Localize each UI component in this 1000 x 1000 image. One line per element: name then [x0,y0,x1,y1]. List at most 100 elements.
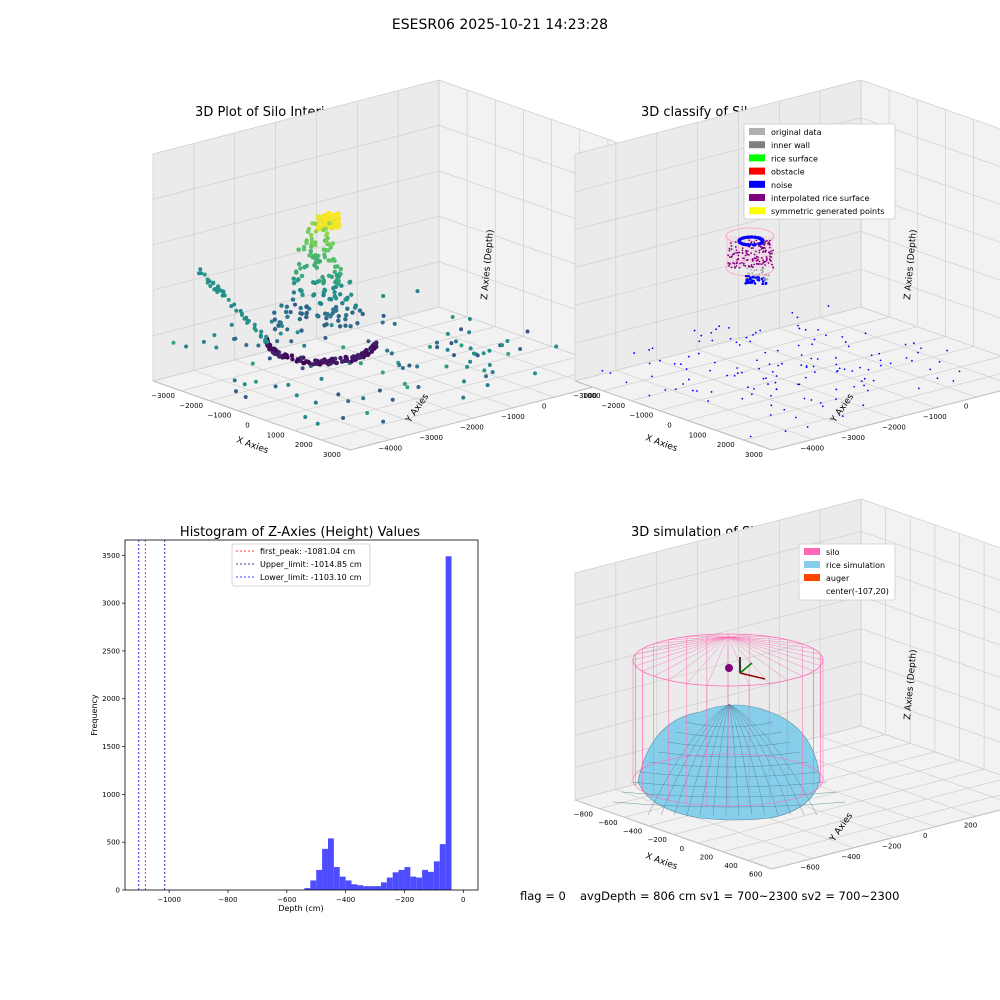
data-point [331,285,336,291]
noise-point [688,378,690,381]
data-point [322,254,328,260]
interpolated-point [739,262,741,265]
y-tick-label: 2000 [102,695,120,703]
noise-point [697,352,700,355]
data-point [338,266,344,272]
legend-swatch [749,128,765,135]
rice-mesh-line [630,781,828,788]
noise-point [936,377,939,380]
histogram-bar [404,867,411,890]
gridline [697,348,895,419]
legend-swatch [749,180,765,188]
interpolated-point [756,259,759,262]
data-point [221,290,226,295]
data-point [321,247,326,252]
noise-point [741,371,743,374]
data-point [322,287,327,292]
data-point [343,316,348,322]
original-point [755,268,758,271]
noise-point [757,278,761,282]
original-point [762,270,765,273]
noise-point [867,368,870,371]
noise-point [835,388,838,391]
data-point [269,319,274,324]
noise-point [749,340,752,343]
y-tick-label: −3000 [419,434,443,442]
data-point [290,357,295,362]
data-point [272,310,277,315]
noise-point [798,327,801,330]
histogram-bar [345,880,352,890]
silo-roof-wire [727,636,821,666]
interpolated-point [745,251,748,253]
rice-mesh-line [675,731,783,738]
noise-point [768,363,771,366]
y-tick-label: −200 [882,843,901,851]
data-point [270,346,276,351]
silo-roof-wire [727,636,814,649]
interpolated-point [744,264,747,267]
x-tick-label: 0 [461,896,465,904]
data-point [232,337,237,342]
noise-point [777,364,780,367]
interpolated-point [751,258,754,260]
auger-axis-y [739,662,753,674]
data-point [349,292,354,297]
gridline [574,230,862,306]
gridline [820,736,1000,800]
noise-point [733,374,736,377]
x-tick-label: −400 [336,896,355,904]
panel-classify-3d: 3D classify of Silo Interior −3000−2000−… [573,79,1000,459]
data-point [244,315,249,320]
interpolated-point [727,254,730,257]
data-point [283,352,288,357]
data-point [286,382,291,387]
noise-point [803,397,806,400]
data-point [490,370,495,375]
noise-point [821,405,824,408]
gridline [860,79,1000,130]
original-point [745,276,748,279]
data-point [301,246,307,252]
interpolated-point [756,263,759,265]
data-point [359,351,364,356]
data-point [336,222,342,228]
gridline [349,375,637,451]
data-point [304,240,309,246]
data-point [315,421,320,426]
data-point [467,316,472,321]
data-point [243,394,248,399]
x-tick-label: −3000 [151,392,175,400]
data-point [272,326,278,332]
histogram-y-ticks: 0 500 1000 1500 2000 2500 3000 3500 [102,552,125,895]
histogram-bar [322,848,328,890]
data-point [278,331,283,336]
y-tick-label: −1000 [501,413,525,421]
data-point [360,311,365,317]
noise-point [835,370,838,373]
gridline [574,268,862,344]
interpolated-point [735,249,738,252]
noise-point [767,383,769,385]
interpolated-point [755,239,758,242]
original-point [750,268,753,271]
data-point [201,339,206,344]
x-tick-label: −2000 [601,402,625,410]
y-tick-label: −400 [841,853,860,861]
data-point [347,279,353,285]
noise-point [760,241,764,245]
data-point [296,261,302,267]
x-tick-label: −600 [277,896,296,904]
interpolated-point [735,262,738,265]
rice-mesh-line [712,703,730,816]
data-point [202,272,207,277]
interpolated-point [741,252,744,254]
data-point [525,329,530,334]
data-point [308,249,314,254]
noise-point [743,235,747,240]
interpolated-point [755,250,757,253]
data-point [485,383,490,388]
data-point [264,334,269,339]
